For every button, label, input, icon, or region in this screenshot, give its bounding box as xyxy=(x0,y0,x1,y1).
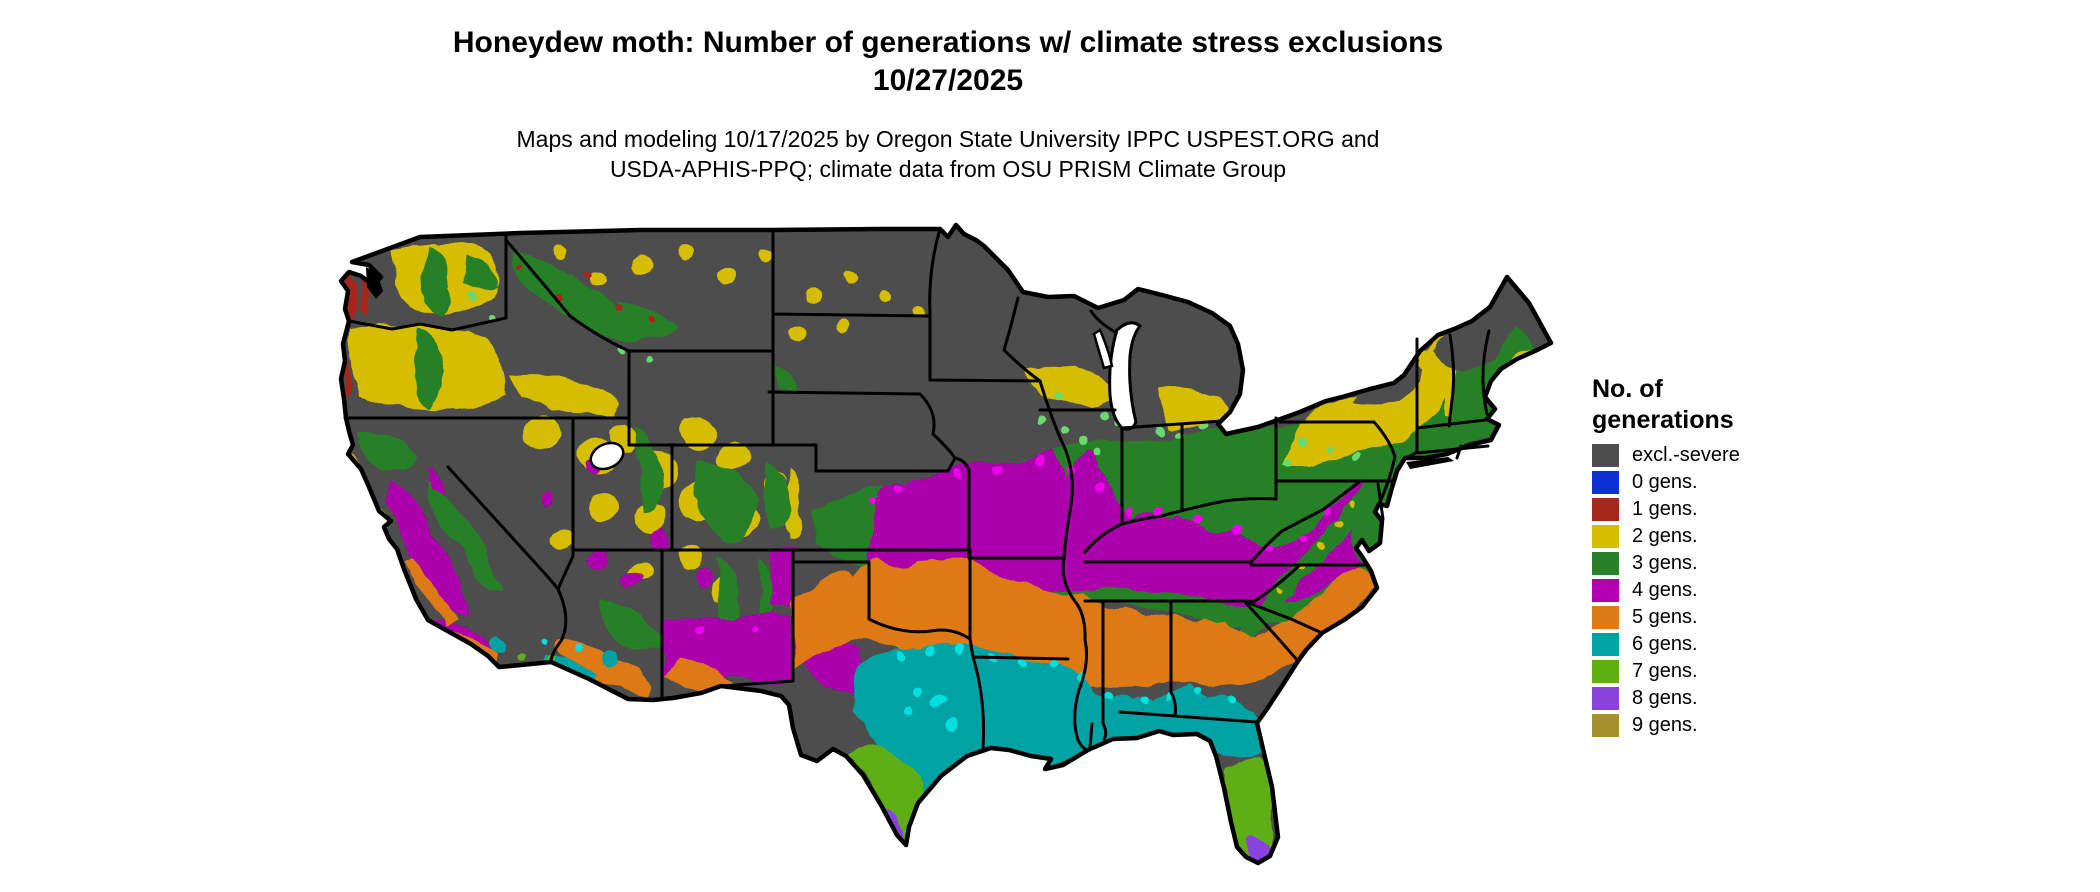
legend-item-3-gens: 3 gens. xyxy=(1592,552,1832,575)
legend-item-1-gens: 1 gens. xyxy=(1592,498,1832,521)
map-title-line1: Honeydew moth: Number of generations w/ … xyxy=(452,26,1444,59)
long-island xyxy=(1406,457,1454,469)
legend-swatch xyxy=(1592,498,1619,521)
band-8gens xyxy=(878,806,1272,862)
legend-label: 9 gens. xyxy=(1632,714,1698,736)
legend-swatch xyxy=(1592,714,1619,737)
legend-label: 6 gens. xyxy=(1632,633,1698,655)
fringe-speckles-cyan xyxy=(542,637,1234,731)
legend-title-line1: No. of xyxy=(1592,375,1663,403)
legend-items: excl.-severe 0 gens. 1 gens. 2 gens. 3 g… xyxy=(1592,444,1832,737)
legend-item-7-gens: 7 gens. xyxy=(1592,660,1832,683)
legend-label: 0 gens. xyxy=(1632,471,1698,493)
legend-label: 8 gens. xyxy=(1632,687,1698,709)
lake-michigan xyxy=(1108,321,1143,431)
legend-item-0-gens: 0 gens. xyxy=(1592,471,1832,494)
legend-swatch xyxy=(1592,444,1619,467)
green-bay xyxy=(1092,328,1114,370)
lakes xyxy=(366,267,1454,471)
state-borders-west xyxy=(343,227,1070,750)
great-salt-lake xyxy=(589,441,625,471)
legend-label: 7 gens. xyxy=(1632,660,1698,682)
legend-swatch xyxy=(1592,471,1619,494)
legend-swatch xyxy=(1592,687,1619,710)
legend-item-9-gens: 9 gens. xyxy=(1592,714,1832,737)
map-subtitle: Maps and modeling 10/17/2025 by Oregon S… xyxy=(0,124,1896,184)
legend-swatch xyxy=(1592,606,1619,629)
legend-item-6-gens: 6 gens. xyxy=(1592,633,1832,656)
legend-title-line2: generations xyxy=(1592,406,1734,434)
legend-label: 4 gens. xyxy=(1632,579,1698,601)
legend-label: 3 gens. xyxy=(1632,552,1698,574)
legend-item-8-gens: 8 gens. xyxy=(1592,687,1832,710)
legend-item-excl-severe: excl.-severe xyxy=(1592,444,1832,467)
legend-swatch xyxy=(1592,552,1619,575)
legend-item-2-gens: 2 gens. xyxy=(1592,525,1832,548)
legend-label: excl.-severe xyxy=(1632,444,1740,466)
legend: No. of generations excl.-severe 0 gens. … xyxy=(1592,374,1832,741)
legend-label: 2 gens. xyxy=(1632,525,1698,547)
legend-label: 5 gens. xyxy=(1632,606,1698,628)
legend-swatch xyxy=(1592,633,1619,656)
subtitle-line2: USDA-APHIS-PPQ; climate data from OSU PR… xyxy=(609,156,1287,182)
legend-item-4-gens: 4 gens. xyxy=(1592,579,1832,602)
legend-item-5-gens: 5 gens. xyxy=(1592,606,1832,629)
legend-swatch xyxy=(1592,579,1619,602)
map-title-date: 10/27/2025 xyxy=(872,64,1024,97)
legend-label: 1 gens. xyxy=(1632,498,1698,520)
band-3gens-appalachia xyxy=(1224,468,1396,650)
legend-title: No. of generations xyxy=(1592,374,1832,436)
legend-swatch xyxy=(1592,525,1619,548)
fringe-speckles-magenta xyxy=(696,455,1334,634)
subtitle-line1: Maps and modeling 10/17/2025 by Oregon S… xyxy=(516,126,1380,152)
legend-swatch xyxy=(1592,660,1619,683)
figure-header: Honeydew moth: Number of generations w/ … xyxy=(0,24,1896,184)
